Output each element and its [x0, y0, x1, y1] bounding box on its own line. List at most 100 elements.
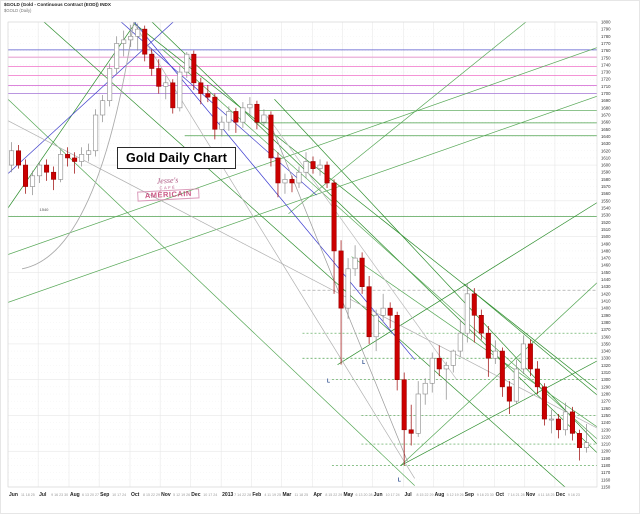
- svg-text:1440: 1440: [601, 277, 611, 282]
- svg-text:1730: 1730: [601, 70, 611, 75]
- svg-text:1520: 1520: [601, 220, 611, 225]
- svg-text:Jul: Jul: [404, 492, 412, 498]
- price-axis: 1150 1160 1170 1180 1190 1200 1210 1220 1230 1240…: [601, 20, 611, 490]
- svg-text:1300: 1300: [601, 377, 611, 382]
- svg-text:8 15 22 29: 8 15 22 29: [143, 493, 160, 497]
- svg-text:2013: 2013: [222, 492, 233, 498]
- support-resistance-levels: [8, 49, 597, 466]
- svg-text:Jun: Jun: [9, 492, 18, 498]
- svg-text:1480: 1480: [601, 248, 611, 253]
- svg-text:1630: 1630: [601, 141, 611, 146]
- svg-text:Nov: Nov: [161, 492, 171, 498]
- svg-text:May: May: [343, 492, 353, 498]
- svg-text:4 11 19 25: 4 11 19 25: [264, 493, 281, 497]
- candlesticks: [9, 23, 589, 466]
- svg-text:1500: 1500: [601, 234, 611, 239]
- svg-text:7 14 22 28: 7 14 22 28: [234, 493, 251, 497]
- svg-text:Dec: Dec: [556, 492, 565, 498]
- svg-text:1410: 1410: [601, 299, 611, 304]
- svg-text:L: L: [327, 379, 330, 385]
- svg-text:1210: 1210: [601, 442, 611, 447]
- svg-text:Aug: Aug: [70, 492, 80, 498]
- svg-text:1280: 1280: [601, 392, 611, 397]
- svg-text:Sep: Sep: [100, 492, 109, 498]
- svg-text:L: L: [398, 477, 401, 483]
- plot-frame: [7, 21, 598, 488]
- svg-text:8 15 22 29: 8 15 22 29: [325, 493, 342, 497]
- svg-text:1750: 1750: [601, 55, 611, 60]
- svg-text:1490: 1490: [601, 241, 611, 246]
- chart-title-box: Gold Daily Chart: [117, 147, 237, 169]
- svg-text:Feb: Feb: [252, 492, 261, 498]
- svg-text:1330: 1330: [601, 356, 611, 361]
- svg-text:1290: 1290: [601, 384, 611, 389]
- svg-text:1690: 1690: [601, 98, 611, 103]
- svg-text:1310: 1310: [601, 370, 611, 375]
- cafe-americain-logo: Jesse's CAFÉ AMÉRICAIN: [136, 175, 200, 203]
- svg-text:1760: 1760: [601, 48, 611, 53]
- svg-text:1320: 1320: [601, 363, 611, 368]
- svg-text:1620: 1620: [601, 148, 611, 153]
- svg-text:9 16 23: 9 16 23: [568, 493, 580, 497]
- svg-text:5 12 19 26: 5 12 19 26: [447, 493, 464, 497]
- svg-text:1160: 1160: [601, 477, 611, 482]
- svg-text:4 11 18 25: 4 11 18 25: [538, 493, 555, 497]
- svg-text:1150: 1150: [601, 485, 611, 490]
- svg-text:Nov: Nov: [526, 492, 536, 498]
- svg-text:1400: 1400: [601, 306, 611, 311]
- svg-text:Jul: Jul: [39, 492, 47, 498]
- svg-text:6 13 20 28: 6 13 20 28: [355, 493, 372, 497]
- svg-text:10 17 24: 10 17 24: [203, 493, 217, 497]
- svg-text:10 17 24: 10 17 24: [112, 493, 126, 497]
- svg-text:1190: 1190: [601, 456, 611, 461]
- horizontal-gridlines: [8, 21, 597, 488]
- svg-text:1180: 1180: [601, 463, 611, 468]
- svg-text:Apr: Apr: [313, 492, 322, 498]
- svg-text:1770: 1770: [601, 41, 611, 46]
- svg-text:1350: 1350: [601, 341, 611, 346]
- svg-text:1580: 1580: [601, 177, 611, 182]
- svg-text:1390: 1390: [601, 313, 611, 318]
- symbol-subtitle: $GOLD (Daily): [4, 7, 32, 13]
- svg-text:Aug: Aug: [435, 492, 445, 498]
- svg-text:1200: 1200: [601, 449, 611, 454]
- vertical-month-gridlines: [7, 22, 556, 487]
- svg-text:1450: 1450: [601, 270, 611, 275]
- svg-text:1570: 1570: [601, 184, 611, 189]
- svg-text:1780: 1780: [601, 34, 611, 39]
- svg-text:1360: 1360: [601, 334, 611, 339]
- date-axis: Jun 11 18 25 Jul 9 16 23 30 Aug 6 13 20 27 Sep…: [9, 492, 580, 498]
- svg-text:Oct: Oct: [496, 492, 505, 498]
- svg-text:5 12 19 26: 5 12 19 26: [173, 493, 190, 497]
- svg-text:1660: 1660: [601, 120, 611, 125]
- svg-text:1540: 1540: [40, 207, 50, 212]
- svg-text:1700: 1700: [601, 91, 611, 96]
- svg-text:11 18 25: 11 18 25: [294, 493, 308, 497]
- svg-text:1340: 1340: [601, 349, 611, 354]
- svg-text:1430: 1430: [601, 284, 611, 289]
- svg-text:1240: 1240: [601, 420, 611, 425]
- svg-text:1670: 1670: [601, 113, 611, 118]
- svg-text:1800: 1800: [601, 20, 611, 25]
- svg-text:1470: 1470: [601, 256, 611, 261]
- svg-text:1250: 1250: [601, 413, 611, 418]
- svg-text:1790: 1790: [601, 27, 611, 32]
- svg-text:1510: 1510: [601, 227, 611, 232]
- svg-text:1230: 1230: [601, 427, 611, 432]
- svg-text:1220: 1220: [601, 434, 611, 439]
- svg-text:10 17 24: 10 17 24: [386, 493, 400, 497]
- chart-annotations: 1540 L L L: [40, 207, 401, 483]
- svg-text:1600: 1600: [601, 163, 611, 168]
- svg-text:1550: 1550: [601, 198, 611, 203]
- svg-text:L: L: [362, 360, 365, 366]
- svg-text:11 18 25: 11 18 25: [21, 493, 35, 497]
- svg-text:1380: 1380: [601, 320, 611, 325]
- svg-text:8 15 22 29: 8 15 22 29: [416, 493, 433, 497]
- svg-text:Oct: Oct: [131, 492, 140, 498]
- svg-text:1590: 1590: [601, 170, 611, 175]
- svg-text:1560: 1560: [601, 191, 611, 196]
- svg-text:Dec: Dec: [191, 492, 200, 498]
- svg-text:1610: 1610: [601, 155, 611, 160]
- symbol-title: $GOLD (Gold - Continuous Contract (EOD))…: [4, 2, 111, 7]
